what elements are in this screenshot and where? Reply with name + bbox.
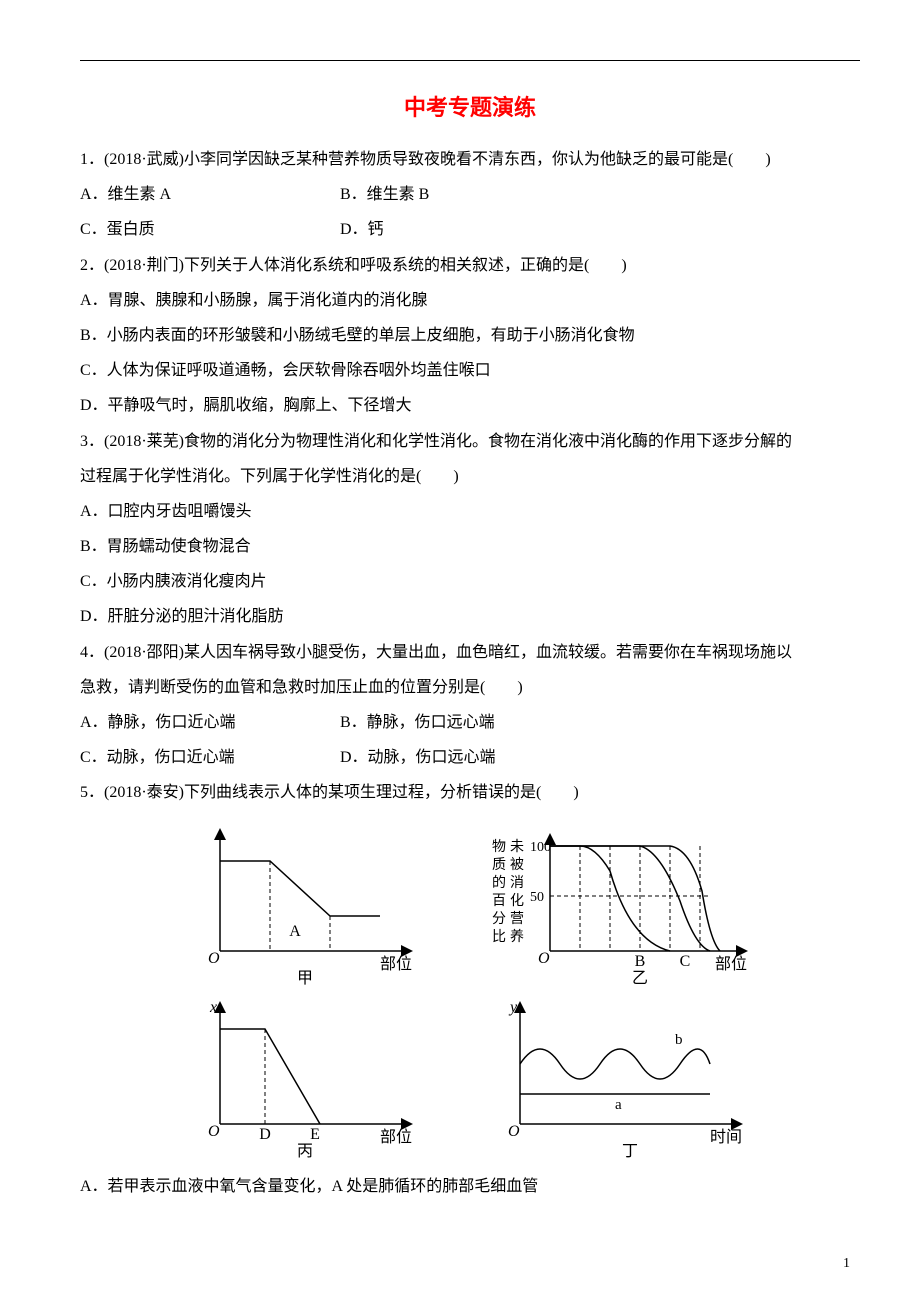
- svg-text:a: a: [615, 1097, 622, 1113]
- svg-text:未: 未: [510, 839, 524, 855]
- q4-stem-b: 急救，请判断受伤的血管和急救时加压止血的位置分别是( ): [80, 670, 860, 705]
- q3-opt-a: A．口腔内牙齿咀嚼馒头: [80, 494, 860, 529]
- q4-opt-c: C．动脉，伤口近心端: [80, 740, 340, 775]
- svg-text:乙: 乙: [632, 970, 648, 986]
- svg-text:丙: 丙: [297, 1143, 313, 1159]
- svg-text:部位: 部位: [380, 955, 412, 973]
- q2-opt-b: B．小肠内表面的环形皱襞和小肠绒毛壁的单层上皮细胞，有助于小肠消化食物: [80, 318, 860, 353]
- page-title: 中考专题演练: [80, 90, 860, 122]
- svg-text:b: b: [675, 1032, 683, 1048]
- q3-stem-a: 3．(2018·莱芜)食物的消化分为物理性消化和化学性消化。食物在消化液中消化酶…: [80, 424, 860, 459]
- svg-text:养: 养: [510, 929, 524, 945]
- q5-stem: 5．(2018·泰安)下列曲线表示人体的某项生理过程，分析错误的是( ): [80, 775, 860, 810]
- svg-text:甲: 甲: [297, 970, 313, 986]
- q2-opt-a: A．胃腺、胰腺和小肠腺，属于消化道内的消化腺: [80, 283, 860, 318]
- q1-stem: 1．(2018·武威)小李同学因缺乏某种营养物质导致夜晚看不清东西，你认为他缺乏…: [80, 142, 860, 177]
- svg-text:O: O: [208, 950, 220, 967]
- svg-text:50: 50: [530, 890, 544, 905]
- svg-text:比: 比: [492, 929, 506, 945]
- svg-text:营: 营: [510, 911, 524, 927]
- chart-yi: 物 质 的 百 分 比 未 被 消 化 营 养: [480, 821, 760, 986]
- chart-ding: y O a b 时间 丁: [480, 994, 760, 1159]
- svg-text:时间: 时间: [710, 1128, 742, 1146]
- q5-charts: A O 部位 甲 物 质 的 百 分 比: [80, 821, 860, 1159]
- q4-opt-b: B．静脉，伤口远心端: [340, 705, 860, 740]
- svg-text:物: 物: [492, 839, 506, 855]
- q3-stem-b: 过程属于化学性消化。下列属于化学性消化的是( ): [80, 459, 860, 494]
- svg-text:质: 质: [492, 857, 506, 873]
- q4-stem-a: 4．(2018·邵阳)某人因车祸导致小腿受伤，大量出血，血色暗红，血流较缓。若需…: [80, 635, 860, 670]
- q3-options: A．口腔内牙齿咀嚼馒头 B．胃肠蠕动使食物混合 C．小肠内胰液消化瘦肉片 D．肝…: [80, 494, 860, 635]
- svg-text:O: O: [508, 1123, 520, 1140]
- svg-text:的: 的: [492, 875, 506, 891]
- page-number: 1: [843, 1256, 850, 1272]
- svg-text:E: E: [310, 1126, 320, 1143]
- svg-text:部位: 部位: [380, 1128, 412, 1146]
- q1-opt-d: D．钙: [340, 212, 860, 247]
- svg-text:消: 消: [510, 875, 524, 891]
- q1-options: A．维生素 A B．维生素 B C．蛋白质 D．钙: [80, 177, 860, 247]
- svg-text:化: 化: [510, 893, 524, 909]
- svg-text:B: B: [635, 953, 646, 970]
- svg-text:丁: 丁: [622, 1143, 638, 1159]
- svg-text:x: x: [209, 999, 217, 1016]
- svg-text:O: O: [538, 950, 550, 967]
- q3-opt-d: D．肝脏分泌的胆汁消化脂肪: [80, 599, 860, 634]
- svg-text:分: 分: [492, 911, 506, 927]
- svg-text:D: D: [259, 1126, 271, 1143]
- q2-stem: 2．(2018·荆门)下列关于人体消化系统和呼吸系统的相关叙述，正确的是( ): [80, 248, 860, 283]
- svg-text:C: C: [680, 953, 691, 970]
- q4-opt-a: A．静脉，伤口近心端: [80, 705, 340, 740]
- q3-opt-b: B．胃肠蠕动使食物混合: [80, 529, 860, 564]
- q1-opt-c: C．蛋白质: [80, 212, 340, 247]
- q2-opt-c: C．人体为保证呼吸道通畅，会厌软骨除吞咽外均盖住喉口: [80, 353, 860, 388]
- q4-opt-d: D．动脉，伤口远心端: [340, 740, 860, 775]
- q3-opt-c: C．小肠内胰液消化瘦肉片: [80, 564, 860, 599]
- svg-text:部位: 部位: [715, 955, 747, 973]
- svg-text:100: 100: [530, 840, 551, 855]
- q2-opt-d: D．平静吸气时，膈肌收缩，胸廓上、下径增大: [80, 388, 860, 423]
- chart-bing: x O D E 部位 丙: [180, 994, 430, 1159]
- svg-text:y: y: [508, 999, 518, 1016]
- svg-text:百: 百: [492, 893, 506, 909]
- svg-text:O: O: [208, 1123, 220, 1140]
- q1-opt-a: A．维生素 A: [80, 177, 340, 212]
- chart-jia: A O 部位 甲: [180, 821, 430, 986]
- svg-text:被: 被: [510, 857, 524, 873]
- q4-options: A．静脉，伤口近心端 B．静脉，伤口远心端 C．动脉，伤口近心端 D．动脉，伤口…: [80, 705, 860, 775]
- q5-opt-a: A．若甲表示血液中氧气含量变化，A 处是肺循环的肺部毛细血管: [80, 1169, 860, 1204]
- q1-opt-b: B．维生素 B: [340, 177, 860, 212]
- q2-options: A．胃腺、胰腺和小肠腺，属于消化道内的消化腺 B．小肠内表面的环形皱襞和小肠绒毛…: [80, 283, 860, 424]
- svg-text:A: A: [289, 923, 301, 940]
